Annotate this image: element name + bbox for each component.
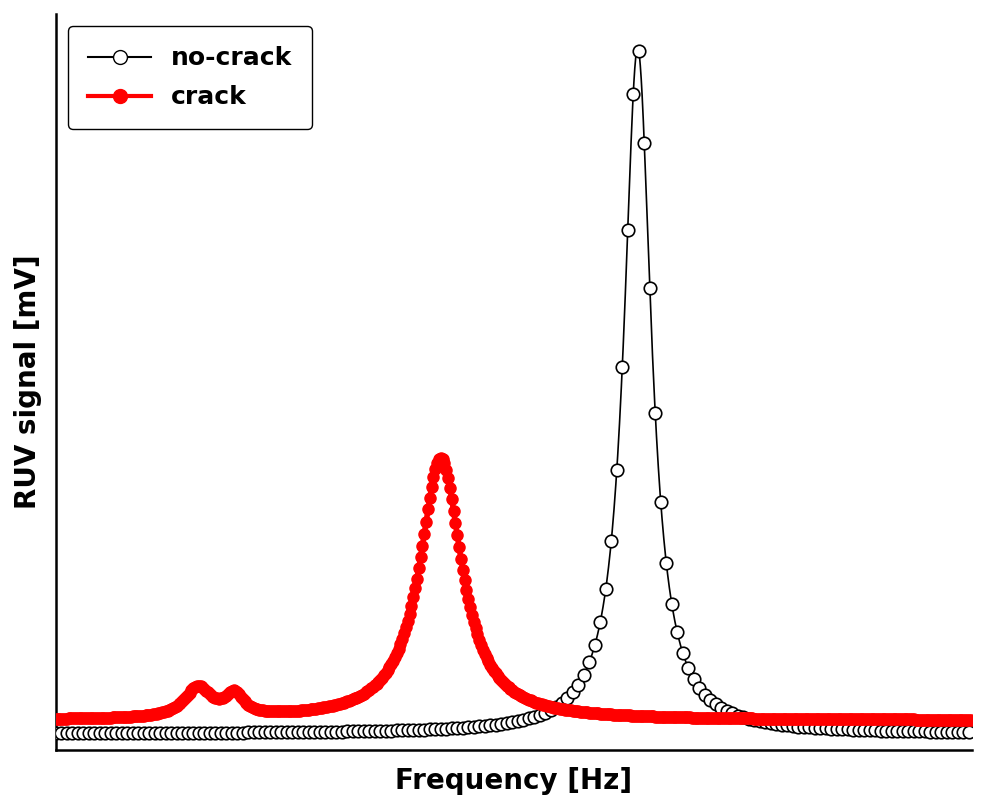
X-axis label: Frequency [Hz]: Frequency [Hz]: [395, 767, 632, 795]
Y-axis label: RUV signal [mV]: RUV signal [mV]: [14, 255, 41, 510]
Legend: no-crack, crack: no-crack, crack: [68, 27, 312, 129]
